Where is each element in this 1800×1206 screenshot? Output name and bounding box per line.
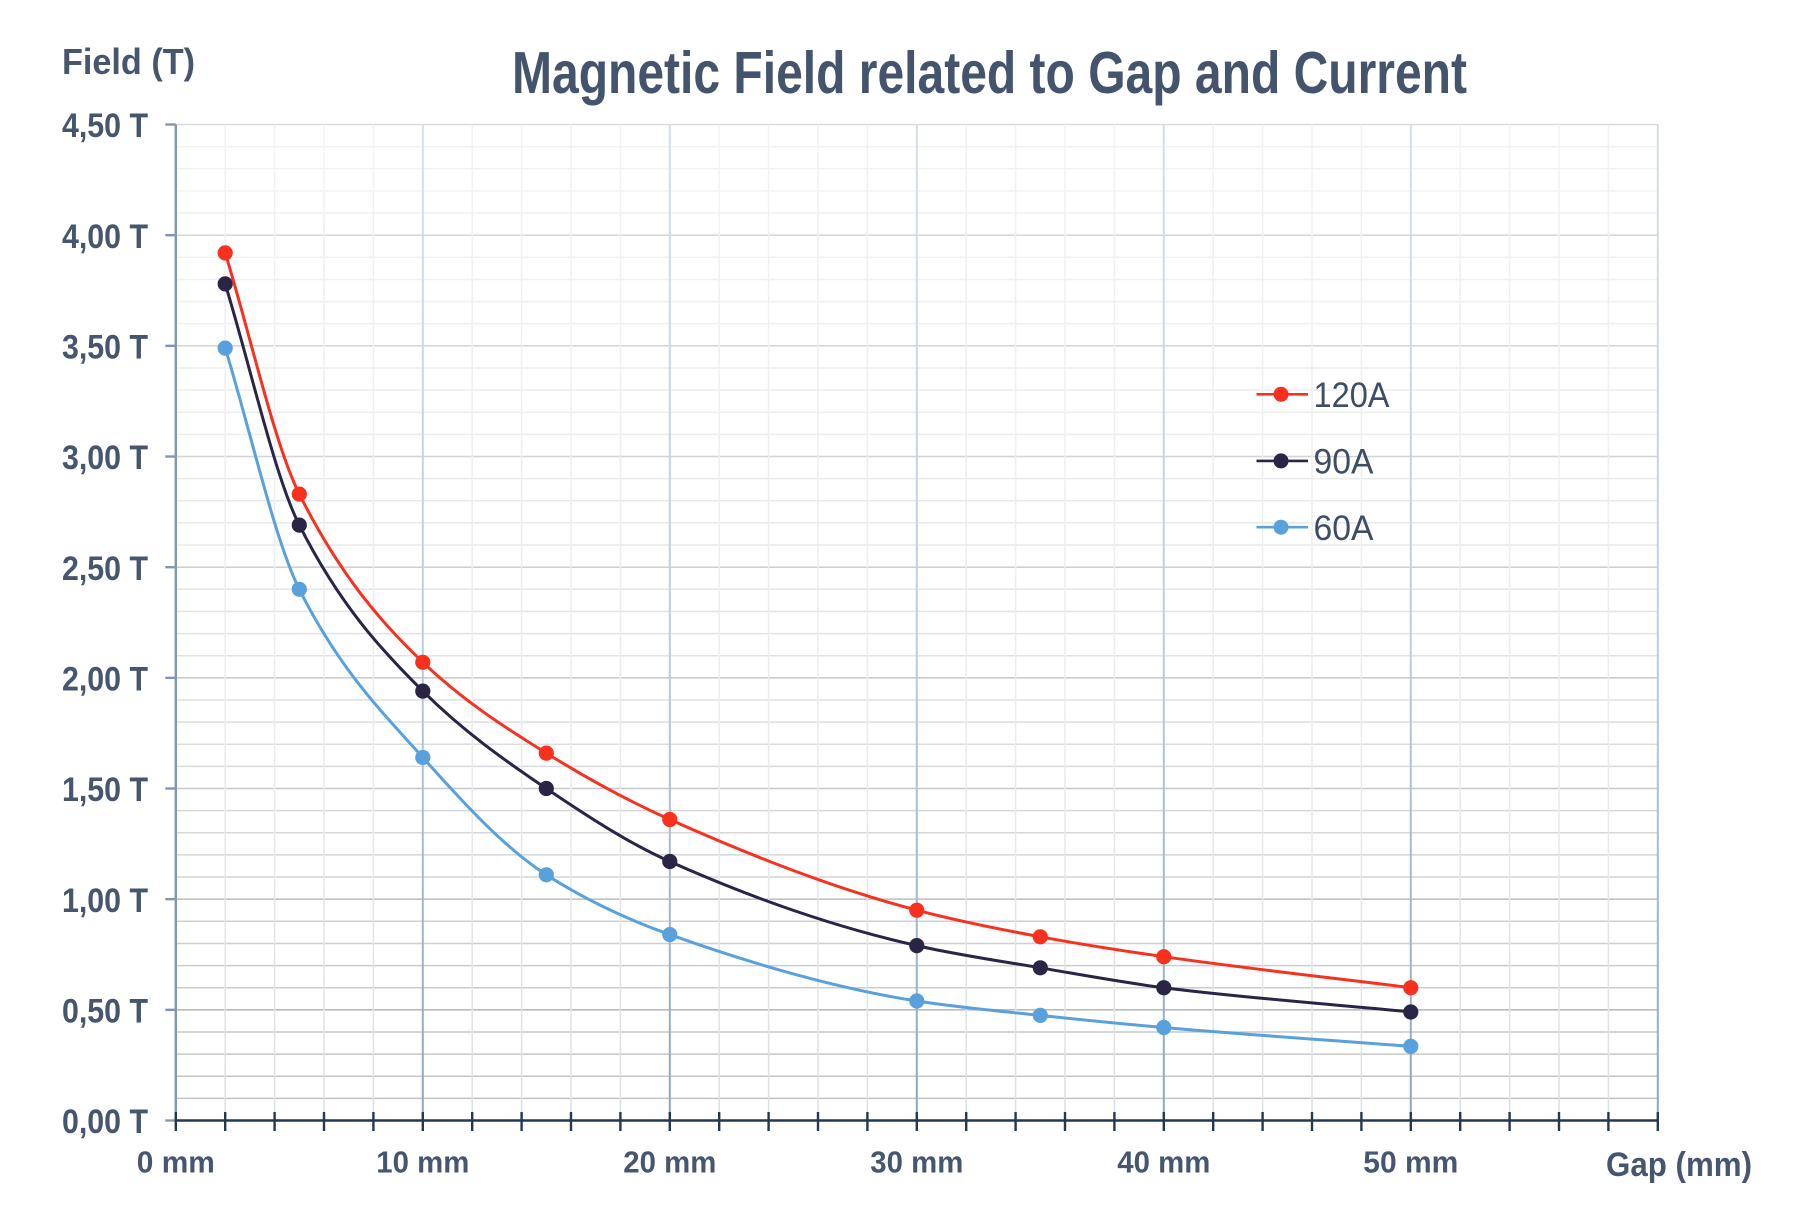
svg-text:4,50 T: 4,50 T (62, 107, 148, 145)
svg-text:10 mm: 10 mm (376, 1145, 469, 1180)
svg-text:3,50 T: 3,50 T (62, 328, 148, 366)
svg-text:60A: 60A (1314, 509, 1375, 548)
svg-text:40 mm: 40 mm (1117, 1145, 1210, 1180)
svg-text:0,00 T: 0,00 T (62, 1103, 148, 1141)
svg-text:1,50 T: 1,50 T (62, 771, 148, 809)
svg-text:4,00 T: 4,00 T (62, 218, 148, 256)
svg-text:0,50 T: 0,50 T (62, 992, 148, 1030)
svg-text:2,50 T: 2,50 T (62, 550, 148, 588)
svg-text:Magnetic Field related to Gap: Magnetic Field related to Gap and Curren… (512, 40, 1467, 106)
svg-text:Gap (mm): Gap (mm) (1606, 1146, 1752, 1184)
svg-text:2,00 T: 2,00 T (62, 660, 148, 698)
svg-text:20 mm: 20 mm (623, 1145, 716, 1180)
svg-text:Field (T): Field (T) (62, 41, 195, 82)
svg-text:3,00 T: 3,00 T (62, 439, 148, 477)
svg-text:120A: 120A (1314, 376, 1391, 415)
svg-text:1,00 T: 1,00 T (62, 882, 148, 920)
svg-text:30 mm: 30 mm (870, 1145, 963, 1180)
svg-text:90A: 90A (1314, 443, 1375, 482)
svg-text:0 mm: 0 mm (137, 1145, 215, 1180)
svg-text:50 mm: 50 mm (1363, 1145, 1458, 1180)
